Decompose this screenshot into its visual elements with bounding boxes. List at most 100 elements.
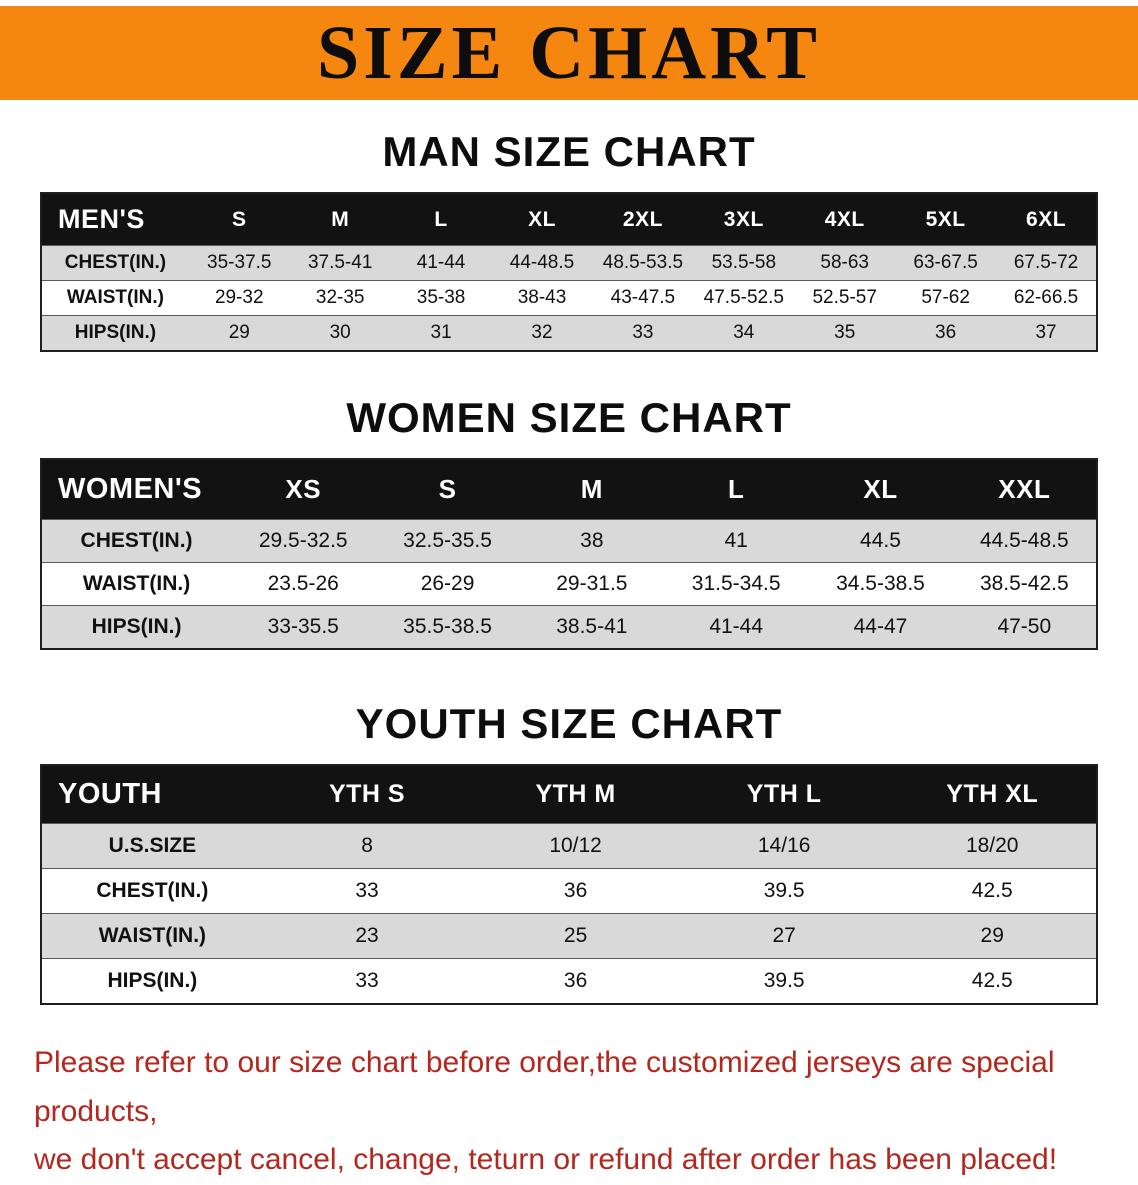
size-cell: 29 xyxy=(228,322,250,343)
size-cell: 44-48.5 xyxy=(509,252,575,273)
column-header: XL xyxy=(491,193,593,246)
men-section-heading: MAN SIZE CHART xyxy=(382,128,756,175)
column-header: YTH L xyxy=(679,765,889,824)
row-label: CHEST(IN.) xyxy=(96,879,209,902)
column-header: YTH S xyxy=(262,765,472,824)
men-size-table: MEN'S S M L XL 2XL 3XL 4XL 5XL 6XL CHEST(IN.) 35-3… xyxy=(40,192,1098,352)
table-row: HIPS(IN.) 33-35.5 35.5-38.5 38.5-41 41-44 44-… xyxy=(41,605,1097,649)
size-cell: 32.5-35.5 xyxy=(403,529,492,552)
size-cell: 8 xyxy=(361,834,373,857)
men-size-section: MAN SIZE CHART MEN'S S M L XL 2XL 3XL 4XL 5XL 6XL… xyxy=(0,128,1138,352)
size-cell: 23.5-26 xyxy=(267,572,339,595)
size-cell: 25 xyxy=(563,924,588,947)
row-label: WAIST(IN.) xyxy=(66,287,164,308)
size-cell: 44-47 xyxy=(853,615,908,638)
table-row: HIPS(IN.) 33 36 39.5 42.5 xyxy=(41,958,1097,1004)
size-cell: 47-50 xyxy=(997,615,1052,638)
size-cell: 34 xyxy=(733,322,755,343)
women-size-section: WOMEN SIZE CHART WOMEN'S XS S M L XL XXL CHEST… xyxy=(0,394,1138,650)
size-cell: 38.5-42.5 xyxy=(979,572,1069,595)
size-cell: 44.5-48.5 xyxy=(979,529,1069,552)
size-cell: 29 xyxy=(980,924,1004,947)
size-cell: 29.5-32.5 xyxy=(258,529,348,552)
table-title-cell: MEN'S xyxy=(41,193,189,246)
disclaimer-line-1: Please refer to our size chart before or… xyxy=(34,1046,1055,1128)
size-chart-page: SIZE CHART MAN SIZE CHART MEN'S S M L XL 2XL 3… xyxy=(0,6,1138,1185)
column-header: M xyxy=(519,459,665,520)
row-label: HIPS(IN.) xyxy=(91,615,182,638)
women-header-row: WOMEN'S XS S M L XL XXL xyxy=(41,459,1097,520)
column-header: 3XL xyxy=(693,193,795,246)
size-cell: 38 xyxy=(580,529,604,552)
column-header: M xyxy=(289,193,391,246)
size-cell: 23 xyxy=(355,924,379,947)
size-cell: 30 xyxy=(329,322,351,343)
table-row: WAIST(IN.) 23 25 27 29 xyxy=(41,913,1097,959)
size-cell: 43-47.5 xyxy=(610,287,676,308)
youth-section-heading: YOUTH SIZE CHART xyxy=(355,700,783,747)
size-cell: 14/16 xyxy=(757,834,811,857)
row-label: HIPS(IN.) xyxy=(107,969,198,992)
row-label: WAIST(IN.) xyxy=(82,572,191,595)
size-cell: 39.5 xyxy=(763,879,805,902)
size-cell: 38-43 xyxy=(517,287,567,308)
men-header-row: MEN'S S M L XL 2XL 3XL 4XL 5XL 6XL xyxy=(41,193,1097,246)
youth-size-section: YOUTH SIZE CHART YOUTH YTH S YTH M YTH L YTH… xyxy=(0,700,1138,1005)
column-header: XXL xyxy=(952,459,1097,520)
size-cell: 44.5 xyxy=(860,529,901,552)
size-cell: 63-67.5 xyxy=(913,252,978,273)
size-cell: 36 xyxy=(563,969,588,992)
column-header: YTH XL xyxy=(888,765,1097,824)
size-cell: 35-38 xyxy=(416,287,466,308)
women-section-heading: WOMEN SIZE CHART xyxy=(346,394,792,441)
size-cell: 10/12 xyxy=(549,834,602,857)
size-cell: 36 xyxy=(935,322,957,343)
size-cell: 39.5 xyxy=(763,969,805,992)
title-banner: SIZE CHART xyxy=(0,6,1138,100)
size-cell: 41-44 xyxy=(709,615,764,638)
column-header: S xyxy=(375,459,520,520)
disclaimer-line-2: we don't accept cancel, change, teturn o… xyxy=(34,1143,1058,1177)
column-header: 5XL xyxy=(895,193,997,246)
column-header: 4XL xyxy=(794,193,896,246)
column-header: XS xyxy=(231,459,376,520)
size-cell: 52.5-57 xyxy=(812,287,877,308)
youth-header-row: YOUTH YTH S YTH M YTH L YTH XL xyxy=(41,765,1097,824)
row-label: CHEST(IN.) xyxy=(80,529,193,552)
size-cell: 34.5-38.5 xyxy=(836,572,925,595)
size-cell: 33 xyxy=(632,322,654,343)
footer-note: Please refer to our size chart before or… xyxy=(0,1039,1138,1185)
size-cell: 31.5-34.5 xyxy=(691,572,781,595)
size-cell: 35-37.5 xyxy=(207,252,272,273)
size-cell: 41 xyxy=(724,529,748,552)
size-cell: 62-66.5 xyxy=(1013,287,1079,308)
table-row: CHEST(IN.) 29.5-32.5 32.5-35.5 38 41 44.5 44.5… xyxy=(41,519,1097,563)
size-cell: 18/20 xyxy=(965,834,1019,857)
size-cell: 48.5-53.5 xyxy=(602,252,684,273)
row-label: U.S.SIZE xyxy=(108,834,197,857)
column-header: L xyxy=(390,193,492,246)
size-cell: 67.5-72 xyxy=(1013,252,1079,273)
table-row: CHEST(IN.) 33 36 39.5 42.5 xyxy=(41,868,1097,914)
youth-size-table: YOUTH YTH S YTH M YTH L YTH XL U.S.SIZE 8 10/1… xyxy=(40,764,1098,1005)
column-header: 2XL xyxy=(592,193,694,246)
size-cell: 35 xyxy=(834,322,856,343)
column-header: L xyxy=(664,459,809,520)
size-cell: 42.5 xyxy=(971,879,1013,902)
size-cell: 32 xyxy=(531,322,553,343)
size-cell: 33 xyxy=(355,969,379,992)
size-cell: 29-32 xyxy=(214,287,264,308)
size-cell: 33-35.5 xyxy=(267,615,339,638)
size-cell: 33 xyxy=(355,879,379,902)
size-cell: 27 xyxy=(772,924,796,947)
size-cell: 35.5-38.5 xyxy=(403,615,492,638)
table-title-cell: YOUTH xyxy=(41,765,263,824)
size-cell: 32-35 xyxy=(315,287,365,308)
size-cell: 58-63 xyxy=(820,252,870,273)
table-row: WAIST(IN.) 29-32 32-35 35-38 38-43 43-47.5 47.… xyxy=(41,280,1097,316)
size-cell: 29-31.5 xyxy=(556,572,628,595)
column-header: XL xyxy=(808,459,953,520)
row-label: CHEST(IN.) xyxy=(64,252,167,273)
size-cell: 26-29 xyxy=(420,572,475,595)
table-row: CHEST(IN.) 35-37.5 37.5-41 41-44 44-48.5 48.5… xyxy=(41,245,1097,281)
